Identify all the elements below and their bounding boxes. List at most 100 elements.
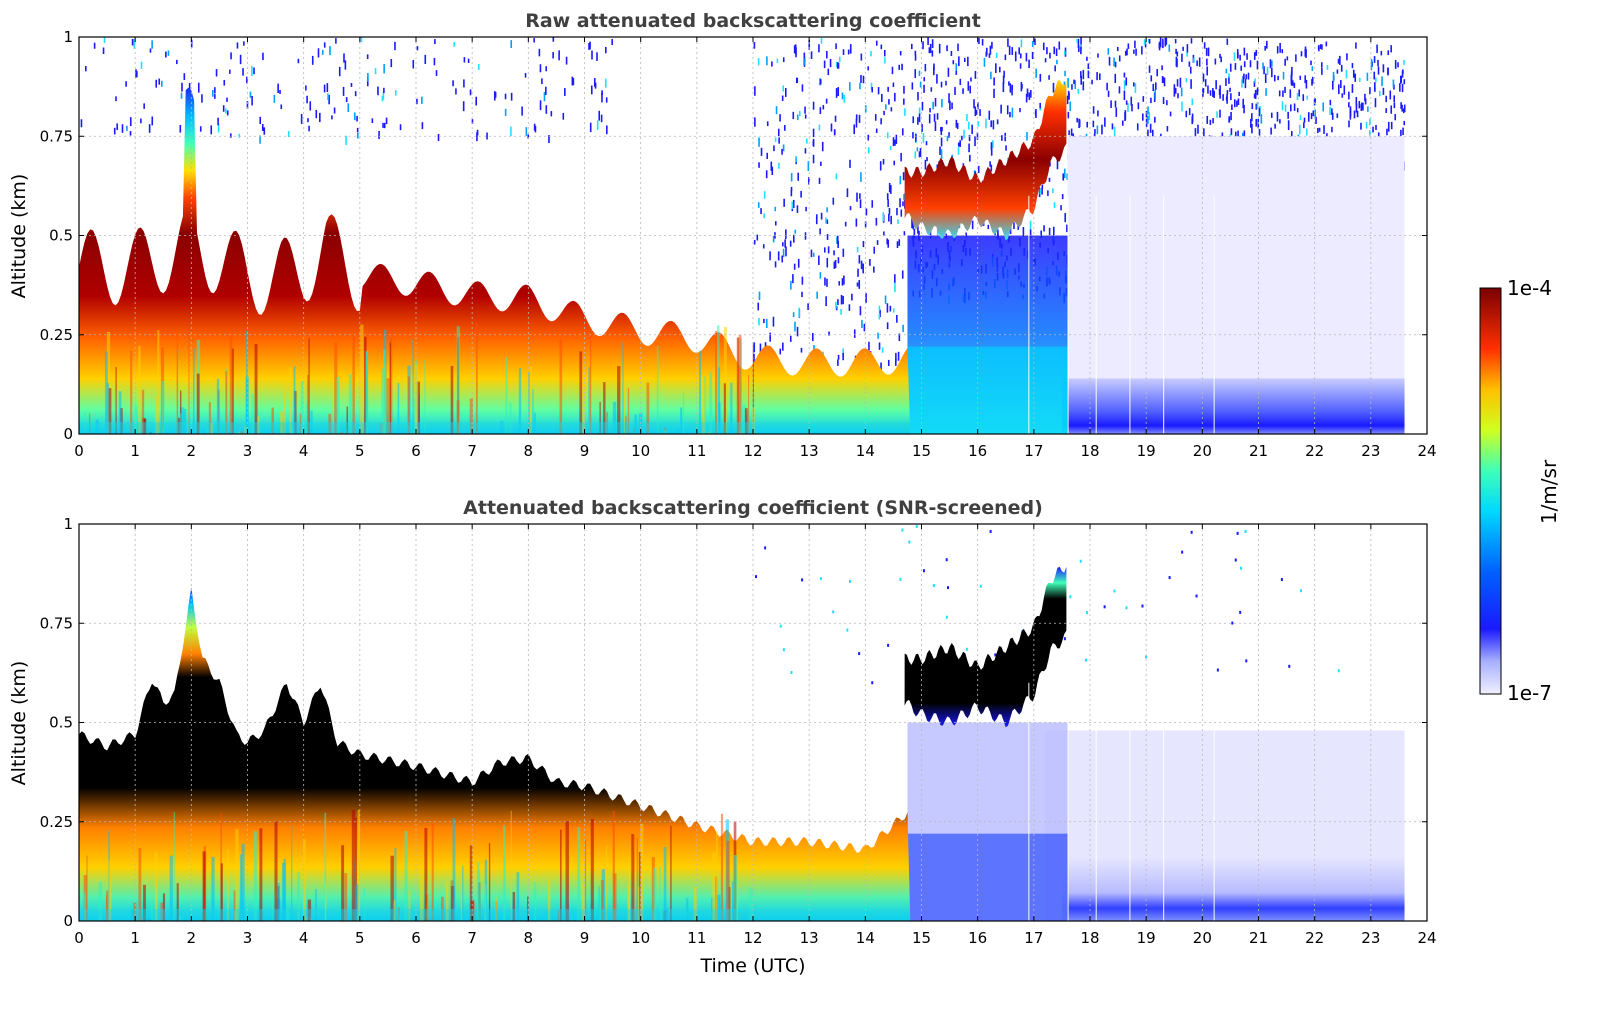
noise-speckle (778, 137, 780, 144)
noise-speckle (1319, 44, 1322, 50)
streak (324, 812, 327, 921)
streak (173, 811, 175, 921)
streak (625, 415, 627, 434)
streak (160, 902, 164, 921)
noise-speckle (259, 135, 261, 144)
noise-speckle (354, 91, 357, 97)
noise-speckle (1281, 101, 1284, 111)
noise-speckle (140, 61, 143, 69)
noise-speckle (1315, 116, 1317, 124)
noise-speckle (938, 43, 941, 54)
noise-speckle (360, 37, 363, 43)
noise-speckle (1019, 108, 1021, 113)
noise-speckle (772, 235, 775, 243)
noise-speckle (1228, 76, 1230, 84)
noise-speckle (1237, 98, 1240, 106)
y-tick-label: 0.5 (49, 714, 73, 732)
noise-speckle (1390, 45, 1392, 53)
noise-speckle (797, 172, 800, 181)
noise-speckle (1292, 80, 1294, 86)
noise-speckle (1296, 108, 1299, 113)
noise-speckle (844, 221, 847, 227)
noise-speckle (1062, 175, 1065, 181)
streak (452, 818, 456, 921)
noise-speckle (992, 120, 995, 130)
streak (731, 881, 734, 921)
noise-speckle (886, 193, 889, 200)
noise-speckle (377, 86, 379, 96)
noise-speckle (399, 124, 402, 131)
noise-speckle (1186, 44, 1189, 53)
noise-speckle (323, 84, 326, 93)
x-tick-label: 19 (1137, 442, 1156, 460)
noise-speckle (385, 117, 388, 125)
x-tick-label: 13 (800, 442, 819, 460)
noise-speckle (1256, 88, 1259, 96)
noise-speckle (1111, 123, 1114, 130)
noise-speckle (797, 258, 800, 268)
noise-speckle (859, 306, 862, 316)
streak (469, 398, 473, 434)
noise-speckle (936, 113, 939, 120)
streak (339, 431, 344, 434)
noise-speckle (924, 159, 927, 170)
noise-speckle (1181, 550, 1184, 554)
noise-speckle (1225, 96, 1228, 101)
noise-speckle (753, 353, 755, 363)
noise-speckle (874, 114, 877, 121)
noise-speckle (757, 302, 760, 311)
noise-speckle (1188, 61, 1191, 67)
noise-speckle (1221, 132, 1224, 140)
noise-speckle (1286, 56, 1289, 61)
streak (462, 866, 464, 921)
streak (389, 337, 393, 434)
noise-speckle (1114, 73, 1117, 84)
noise-speckle (1360, 122, 1362, 130)
noise-speckle (236, 42, 239, 49)
noise-speckle (849, 206, 852, 211)
streak (638, 852, 642, 921)
noise-speckle (1337, 58, 1340, 64)
noise-speckle (1009, 111, 1011, 118)
noise-speckle (1331, 126, 1333, 133)
noise-speckle (374, 68, 377, 75)
noise-speckle (969, 85, 972, 94)
streak (297, 872, 300, 921)
noise-speckle (1082, 69, 1085, 80)
noise-speckle (1064, 213, 1067, 223)
noise-speckle (1079, 559, 1082, 563)
noise-speckle (987, 224, 990, 230)
noise-speckle (297, 58, 300, 64)
noise-speckle (246, 101, 249, 109)
data-gap-line (1067, 195, 1069, 434)
noise-speckle (898, 333, 901, 342)
x-tick-label: 19 (1137, 929, 1156, 947)
streak (640, 823, 644, 921)
streak (445, 881, 449, 921)
noise-speckle (812, 128, 815, 138)
noise-speckle (902, 172, 905, 181)
noise-speckle (1190, 530, 1193, 534)
noise-speckle (851, 293, 853, 301)
noise-speckle (966, 113, 968, 122)
noise-speckle (1063, 168, 1066, 179)
noise-speckle (789, 240, 792, 247)
streak (723, 383, 726, 434)
noise-speckle (792, 312, 795, 318)
noise-speckle (538, 48, 541, 57)
noise-speckle (1310, 60, 1312, 66)
noise-speckle (1048, 177, 1051, 182)
noise-speckle (792, 274, 794, 284)
noise-speckle (856, 192, 858, 202)
noise-speckle (1008, 45, 1011, 55)
noise-speckle (1340, 64, 1343, 72)
noise-speckle (326, 83, 329, 93)
noise-speckle (1124, 112, 1126, 122)
noise-speckle (416, 46, 419, 51)
noise-speckle (941, 126, 943, 132)
noise-speckle (1392, 79, 1395, 88)
streak (631, 834, 635, 921)
streak (752, 407, 755, 434)
noise-speckle (954, 87, 956, 96)
bottom-elevated-cloud (904, 566, 1067, 728)
